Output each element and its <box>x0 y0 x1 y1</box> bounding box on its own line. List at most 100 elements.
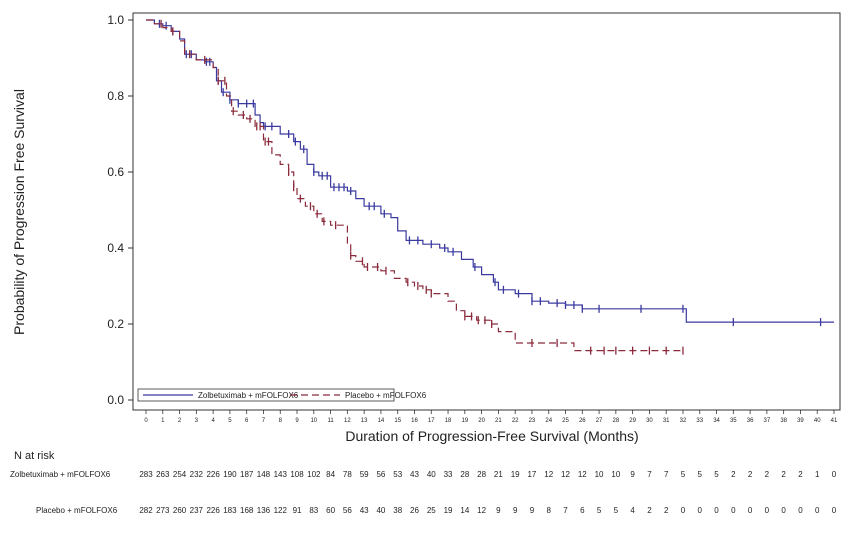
n-at-risk-value: 260 <box>173 506 187 515</box>
x-tick-label: 0 <box>144 418 148 424</box>
n-at-risk-value: 2 <box>664 506 669 515</box>
n-at-risk-value: 282 <box>139 506 153 515</box>
x-tick-label: 33 <box>696 418 703 424</box>
n-at-risk-value: 9 <box>530 506 535 515</box>
n-at-risk-value: 0 <box>731 506 736 515</box>
n-at-risk-value: 5 <box>714 470 719 479</box>
n-at-risk-value: 38 <box>393 506 402 515</box>
n-at-risk-value: 53 <box>393 470 402 479</box>
n-at-risk-value: 26 <box>410 506 419 515</box>
n-at-risk-value: 0 <box>714 506 719 515</box>
x-tick-label: 1 <box>161 418 165 424</box>
curve-placebo <box>146 19 683 352</box>
n-at-risk-value: 0 <box>748 506 753 515</box>
n-at-risk-value: 0 <box>765 506 770 515</box>
x-tick-label: 40 <box>814 418 821 424</box>
x-tick-label: 34 <box>713 418 720 424</box>
n-at-risk-value: 0 <box>832 470 837 479</box>
n-at-risk-value: 183 <box>223 506 237 515</box>
n-at-risk-value: 91 <box>293 506 302 515</box>
n-at-risk-value: 273 <box>156 506 170 515</box>
n-at-risk-value: 0 <box>798 506 803 515</box>
n-at-risk-title: N at risk <box>14 450 55 462</box>
n-at-risk-value: 60 <box>326 506 335 515</box>
x-tick-label: 11 <box>327 418 334 424</box>
n-at-risk-value: 83 <box>309 506 318 515</box>
n-at-risk-value: 5 <box>597 506 602 515</box>
x-tick-label: 3 <box>195 418 199 424</box>
x-tick-label: 16 <box>411 418 418 424</box>
x-axis-label: Duration of Progression-Free Survival (M… <box>345 428 638 444</box>
n-at-risk-value: 19 <box>444 506 453 515</box>
n-at-risk-value: 84 <box>326 470 335 479</box>
n-at-risk-value: 78 <box>343 470 352 479</box>
x-tick-label: 32 <box>680 418 687 424</box>
n-at-risk-value: 5 <box>698 470 703 479</box>
x-tick-label: 12 <box>344 418 351 424</box>
n-at-risk-value: 4 <box>630 506 635 515</box>
n-at-risk-value: 12 <box>544 470 553 479</box>
legend-box <box>137 388 395 402</box>
n-at-risk-value: 43 <box>360 506 369 515</box>
plot-frame <box>132 12 841 411</box>
y-tick-label: 0.2 <box>107 317 124 331</box>
x-tick-label: 25 <box>562 418 569 424</box>
n-at-risk-value: 12 <box>477 506 486 515</box>
curves-layer <box>146 19 834 355</box>
n-at-risk-value: 2 <box>748 470 753 479</box>
n-at-risk-value: 168 <box>240 506 254 515</box>
x-tick-label: 41 <box>831 418 838 424</box>
n-at-risk-value: 226 <box>206 506 220 515</box>
n-at-risk-value: 1 <box>815 470 820 479</box>
n-at-risk-value: 25 <box>427 506 436 515</box>
n-at-risk-value: 187 <box>240 470 254 479</box>
x-tick-label: 5 <box>228 418 232 424</box>
n-at-risk-value: 237 <box>190 506 204 515</box>
n-at-risk-value: 14 <box>460 506 469 515</box>
x-tick-label: 2 <box>178 418 182 424</box>
n-at-risk-value: 10 <box>611 470 620 479</box>
x-tick-label: 10 <box>310 418 317 424</box>
y-tick-label: 1.0 <box>107 13 124 27</box>
legend-label-zolbetuximab: Zolbetuximab + mFOLFOX6 <box>198 391 299 400</box>
n-at-risk-value: 56 <box>376 470 385 479</box>
n-at-risk-value: 7 <box>647 470 652 479</box>
n-at-risk-value: 136 <box>257 506 271 515</box>
y-axis: 0.0 0.2 0.4 0.6 0.8 1.0 <box>107 13 133 407</box>
n-at-risk-value: 108 <box>290 470 304 479</box>
n-at-risk-value: 122 <box>274 506 288 515</box>
n-at-risk-value: 28 <box>460 470 469 479</box>
x-tick-label: 23 <box>529 418 536 424</box>
n-at-risk-value: 9 <box>496 506 501 515</box>
x-tick-label: 36 <box>747 418 754 424</box>
x-tick-label: 15 <box>394 418 401 424</box>
x-tick-label: 27 <box>596 418 603 424</box>
x-tick-label: 35 <box>730 418 737 424</box>
y-tick-label: 0.0 <box>107 393 124 407</box>
x-tick-label: 9 <box>295 418 299 424</box>
x-tick-label: 18 <box>445 418 452 424</box>
x-tick-label: 30 <box>646 418 653 424</box>
n-at-risk-table: 283 263 254 232 226 190 187 148 143 108 102 84 78 59 5… <box>139 470 836 515</box>
n-at-risk-label-placebo: Placebo + mFOLFOX6 <box>36 506 118 515</box>
n-at-risk-value: 28 <box>477 470 486 479</box>
y-tick-label: 0.4 <box>107 241 124 255</box>
y-axis-label: Probability of Progression Free Survival <box>11 89 27 335</box>
n-at-risk-value: 9 <box>513 506 518 515</box>
n-at-risk-value: 8 <box>547 506 552 515</box>
x-tick-label: 17 <box>428 418 435 424</box>
n-at-risk-value: 12 <box>561 470 570 479</box>
n-at-risk-value: 40 <box>427 470 436 479</box>
x-tick-label: 26 <box>579 418 586 424</box>
y-tick-label: 0.8 <box>107 89 124 103</box>
y-tick-label: 0.6 <box>107 165 124 179</box>
x-tick-label: 22 <box>512 418 519 424</box>
n-at-risk-value: 283 <box>139 470 153 479</box>
n-at-risk-value: 254 <box>173 470 187 479</box>
n-at-risk-value: 43 <box>410 470 419 479</box>
n-at-risk-value: 5 <box>614 506 619 515</box>
x-tick-label: 21 <box>495 418 502 424</box>
n-at-risk-value: 143 <box>274 470 288 479</box>
